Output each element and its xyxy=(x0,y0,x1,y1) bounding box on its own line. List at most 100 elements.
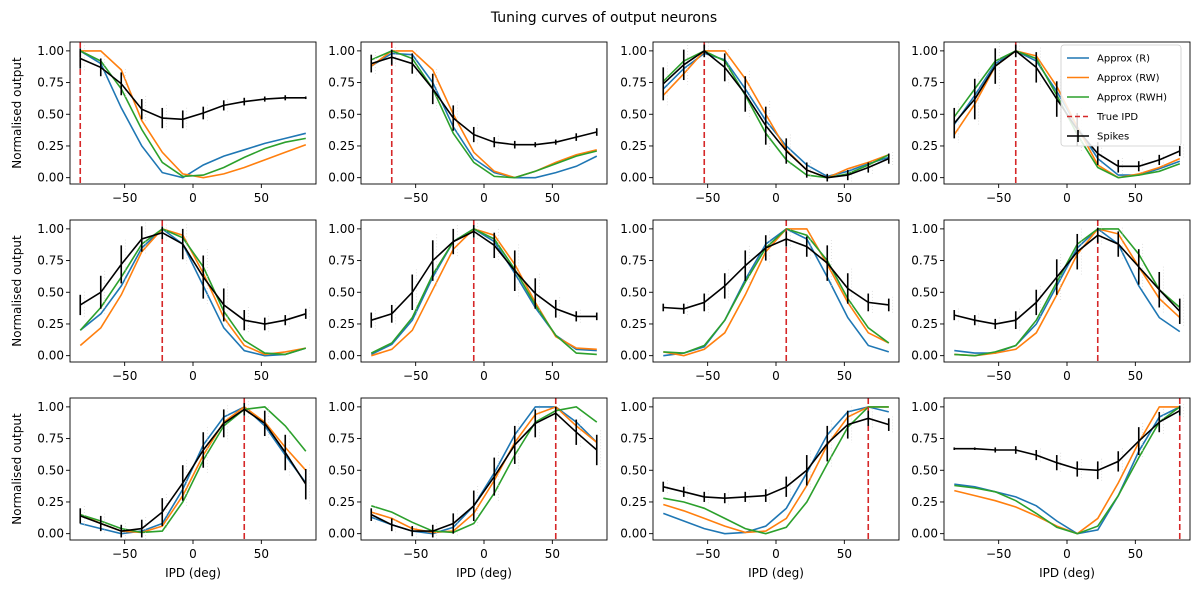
y-tick-label: 0.50 xyxy=(328,285,355,299)
x-axis-label: IPD (deg) xyxy=(456,566,512,580)
y-tick-label: 0.75 xyxy=(620,254,647,268)
y-tick-label: 0.50 xyxy=(328,463,355,477)
approx-rw-line xyxy=(662,50,890,179)
y-tick-label: 0.75 xyxy=(911,254,938,268)
x-tick-label: 0 xyxy=(772,191,780,205)
plot-area xyxy=(79,42,307,184)
x-tick-label: 0 xyxy=(189,191,197,205)
approx-rw-line xyxy=(79,227,306,356)
spikes-line xyxy=(79,57,306,121)
y-axis-label: Normalised output xyxy=(10,413,24,525)
axes-frame xyxy=(652,397,900,541)
y-tick-label: 0.25 xyxy=(328,139,355,153)
subplot-3: 0.00 0.25 0.50 0.75 1.00 −50 0 50 xyxy=(620,41,900,205)
y-tick-label: 1.00 xyxy=(37,400,64,414)
approx-r-line xyxy=(80,405,307,535)
approx-rw-line xyxy=(80,50,307,179)
spikes-line xyxy=(663,238,889,310)
x-tick-label: −50 xyxy=(986,191,1011,205)
x-tick-label: −50 xyxy=(695,369,720,383)
figure-title: Tuning curves of output neurons xyxy=(490,10,717,26)
x-tick-label: 50 xyxy=(1128,369,1143,383)
y-tick-label: 0.25 xyxy=(37,139,64,153)
y-tick-label: 0.25 xyxy=(328,495,355,509)
approx-rw-line xyxy=(371,405,598,534)
y-tick-label: 0.25 xyxy=(37,495,64,509)
x-tick-label: 0 xyxy=(1063,369,1071,383)
subplot-5: 0.00 0.25 0.50 0.75 1.00 −50 0 50 Normalised out… xyxy=(10,219,317,383)
subplot-6: 0.00 0.25 0.50 0.75 1.00 −50 0 50 xyxy=(328,219,608,383)
legend-box xyxy=(1060,44,1182,147)
x-tick-label: 50 xyxy=(545,369,560,383)
spikes-line xyxy=(954,234,1181,325)
approx-rwh-line xyxy=(79,50,306,178)
x-tick-label: 0 xyxy=(480,547,488,561)
subplot-9: 0.00 0.25 0.50 0.75 1.00 −50 0 50 Normalised out… xyxy=(10,397,317,580)
legend-label: Approx (R) xyxy=(1097,54,1150,65)
spikes-line xyxy=(79,231,307,325)
y-tick-label: 1.00 xyxy=(911,222,938,236)
x-tick-label: −50 xyxy=(403,191,428,205)
axes-frame xyxy=(69,219,317,363)
y-tick-label: 0.00 xyxy=(37,527,64,541)
spikes-line xyxy=(954,410,1181,472)
y-tick-label: 0.25 xyxy=(37,317,64,331)
approx-rwh-line xyxy=(370,227,597,356)
x-tick-label: −50 xyxy=(986,547,1011,561)
legend-label: Approx (RWH) xyxy=(1097,93,1167,104)
legend-label: Spikes xyxy=(1097,132,1129,143)
x-tick-label: 50 xyxy=(837,369,852,383)
y-tick-label: 0.50 xyxy=(37,285,64,299)
legend-label: Approx (RW) xyxy=(1097,73,1160,84)
y-tick-label: 0.50 xyxy=(911,107,938,121)
legend: Approx (R) Approx (RW) Approx (RWH) True IP… xyxy=(1060,44,1182,147)
approx-rw-line xyxy=(663,406,889,534)
y-tick-label: 0.25 xyxy=(911,495,938,509)
y-tick-label: 0.25 xyxy=(911,317,938,331)
y-tick-label: 0.75 xyxy=(328,254,355,268)
y-tick-label: 0.25 xyxy=(911,139,938,153)
y-tick-label: 0.50 xyxy=(620,107,647,121)
x-tick-label: 50 xyxy=(837,547,852,561)
y-tick-label: 0.75 xyxy=(37,76,64,90)
plot-area xyxy=(370,220,598,362)
x-tick-label: 0 xyxy=(772,547,780,561)
approx-rwh-line xyxy=(370,50,597,179)
legend-label: True IPD xyxy=(1096,112,1138,123)
y-tick-label: 0.50 xyxy=(37,107,64,121)
x-tick-label: −50 xyxy=(112,369,137,383)
x-tick-label: 0 xyxy=(480,191,488,205)
spikes-line xyxy=(371,56,597,146)
y-axis-label: Normalised output xyxy=(10,235,24,347)
x-tick-label: 50 xyxy=(545,547,560,561)
approx-rw-line xyxy=(954,406,1180,535)
plot-area xyxy=(370,398,602,540)
y-tick-label: 0.50 xyxy=(911,463,938,477)
y-tick-label: 0.75 xyxy=(620,432,647,446)
plot-area xyxy=(953,398,1185,540)
y-tick-label: 1.00 xyxy=(37,44,64,58)
x-tick-label: 0 xyxy=(189,547,197,561)
subplot-4: 0.00 0.25 0.50 0.75 1.00 −50 0 50 xyxy=(911,41,1191,205)
approx-rwh-line xyxy=(662,50,890,179)
x-tick-label: 50 xyxy=(254,191,269,205)
x-tick-label: −50 xyxy=(695,191,720,205)
y-tick-label: 1.00 xyxy=(620,222,647,236)
approx-r-line xyxy=(662,52,890,178)
approx-rwh-line xyxy=(663,227,890,354)
y-tick-label: 0.00 xyxy=(911,527,938,541)
y-tick-label: 0.50 xyxy=(620,463,647,477)
axes-frame xyxy=(360,219,608,363)
y-tick-label: 0.25 xyxy=(620,495,647,509)
subplot-1: 0.00 0.25 0.50 0.75 1.00 −50 0 50 Normalised out… xyxy=(10,41,317,205)
y-tick-label: 0.25 xyxy=(620,317,647,331)
approx-rw-line xyxy=(371,227,597,357)
approx-r-line xyxy=(79,50,306,179)
x-tick-label: 50 xyxy=(1128,191,1143,205)
y-tick-label: 0.00 xyxy=(911,171,938,185)
y-tick-label: 0.75 xyxy=(37,254,64,268)
x-tick-label: 0 xyxy=(1063,547,1071,561)
x-axis-label: IPD (deg) xyxy=(1039,566,1095,580)
spikes-line xyxy=(663,417,890,500)
subplot-12: 0.00 0.25 0.50 0.75 1.00 −50 0 50 IPD (deg) xyxy=(911,397,1191,580)
